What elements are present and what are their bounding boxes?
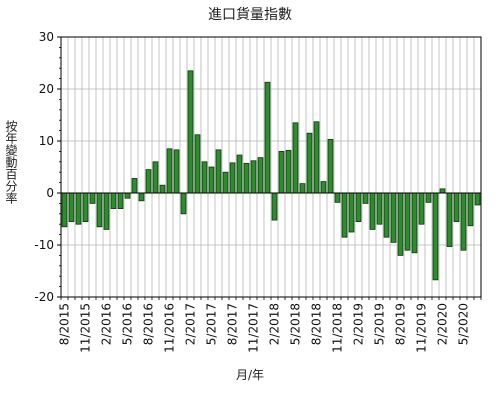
x-tick-label: 8/2018 [310, 303, 324, 345]
bar [117, 192, 124, 210]
bar [383, 192, 390, 238]
bar [320, 181, 327, 194]
bar [96, 192, 103, 228]
x-tick-label: 8/2015 [58, 303, 72, 345]
bar [89, 192, 96, 204]
bar [103, 192, 110, 230]
bar [215, 149, 222, 194]
bar [138, 192, 145, 202]
y-tick-label: 10 [39, 134, 54, 148]
x-tick-label: 5/2018 [289, 303, 303, 345]
bar [243, 162, 250, 194]
bar [194, 134, 201, 194]
bar [152, 161, 159, 194]
x-tick-label: 11/2016 [163, 303, 177, 353]
bar [341, 192, 348, 238]
x-tick-label: 8/2017 [226, 303, 240, 345]
y-tick-label: -20 [34, 290, 54, 304]
x-tick-label: 8/2016 [142, 303, 156, 345]
bar [299, 183, 306, 194]
bar [390, 192, 397, 243]
x-axis-label: 月/年 [235, 368, 265, 382]
bar [75, 192, 82, 225]
bar [250, 160, 257, 194]
x-tick-label: 11/2018 [331, 303, 345, 353]
bar [327, 139, 334, 194]
bar [82, 192, 89, 223]
bar [369, 192, 376, 230]
bar [439, 188, 446, 194]
bar [257, 157, 264, 194]
bar [411, 192, 418, 254]
bar [432, 192, 439, 281]
x-tick-label: 2/2017 [184, 303, 198, 345]
chart-title: 進口貨量指數 [208, 7, 292, 23]
bar [208, 166, 215, 194]
bar [313, 121, 320, 194]
bar [145, 169, 152, 194]
bar [404, 192, 411, 251]
x-tick-label: 11/2015 [79, 303, 93, 353]
bar [180, 192, 187, 215]
bar [131, 178, 138, 194]
bar [271, 192, 278, 221]
bar [264, 81, 271, 194]
y-tick-label: 30 [39, 30, 54, 44]
bar [425, 192, 432, 203]
bar [124, 192, 131, 199]
bar [397, 192, 404, 256]
bar [460, 192, 467, 251]
bar [222, 171, 229, 194]
bar [355, 192, 362, 223]
grid-layer [60, 36, 482, 298]
x-tick-label: 5/2016 [121, 303, 135, 345]
x-tick-label: 2/2018 [268, 303, 282, 345]
bar [229, 162, 236, 194]
y-tick-label: 0 [46, 186, 54, 200]
x-tick-label: 2/2020 [436, 303, 450, 345]
bar [334, 192, 341, 203]
bar [166, 148, 173, 194]
x-tick-label: 11/2017 [247, 303, 261, 353]
bar [376, 192, 383, 225]
bar [467, 192, 474, 227]
bar [292, 122, 299, 194]
bar [418, 192, 425, 225]
bar [453, 192, 460, 223]
bar [68, 192, 75, 223]
bar [474, 192, 481, 206]
bar [187, 70, 194, 194]
ticks-layer: 30 20 10 0 -10 -20 8/2015 11/2015 2/2016 5/2016 8/… [34, 30, 482, 353]
bar [446, 192, 453, 247]
x-tick-label: 2/2016 [100, 303, 114, 345]
bar [173, 149, 180, 194]
bar [159, 184, 166, 194]
x-tick-label: 5/2017 [205, 303, 219, 345]
y-axis-label: 按年變動百分率 [4, 120, 18, 204]
x-tick-label: 2/2019 [352, 303, 366, 345]
bar [110, 192, 117, 210]
x-tick-label: 8/2019 [394, 303, 408, 345]
bar [348, 192, 355, 233]
y-tick-label: 20 [39, 82, 54, 96]
bar [278, 150, 285, 194]
x-tick-label: 5/2020 [457, 303, 471, 345]
x-tick-label: 11/2019 [415, 303, 429, 353]
bar [362, 192, 369, 204]
bar [236, 154, 243, 194]
x-tick-label: 5/2019 [373, 303, 387, 345]
bar [285, 149, 292, 194]
bar [61, 192, 68, 228]
bar [201, 161, 208, 194]
bar [306, 132, 313, 194]
y-tick-label: -10 [34, 238, 54, 252]
